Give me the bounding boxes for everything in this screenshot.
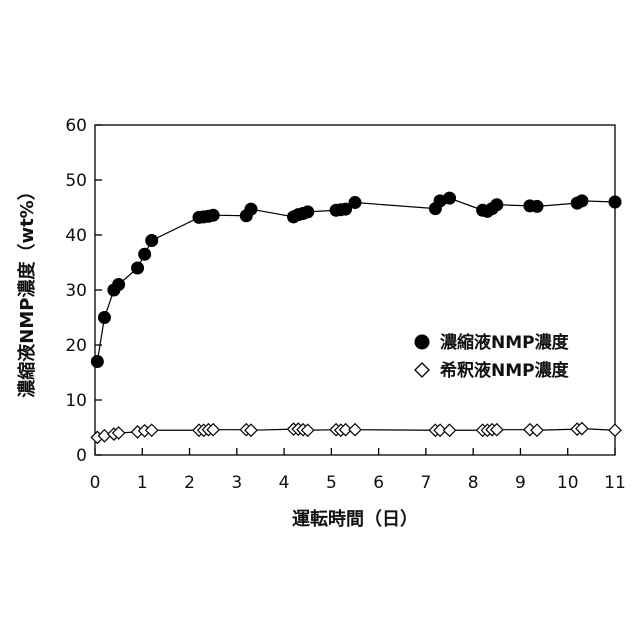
y-tick-label: 10	[65, 391, 87, 411]
legend-marker-dilute	[415, 363, 429, 377]
y-tick-label: 0	[76, 446, 87, 466]
data-point-concentrate	[443, 192, 456, 205]
data-point-concentrate	[145, 234, 158, 247]
x-tick-label: 0	[90, 473, 101, 493]
data-point-concentrate	[91, 355, 104, 368]
data-point-concentrate	[349, 196, 362, 209]
x-tick-label: 7	[420, 473, 431, 493]
data-point-concentrate	[131, 262, 144, 275]
y-tick-label: 50	[65, 171, 87, 191]
data-point-concentrate	[490, 198, 503, 211]
x-tick-label: 3	[231, 473, 242, 493]
x-tick-label: 5	[326, 473, 337, 493]
plot-area	[95, 125, 615, 455]
x-tick-label: 9	[515, 473, 526, 493]
data-point-dilute	[609, 424, 621, 436]
legend-label: 希釈液NMP濃度	[440, 360, 570, 381]
data-point-concentrate	[301, 205, 314, 218]
legend-label: 濃縮液NMP濃度	[440, 332, 570, 353]
data-point-concentrate	[112, 278, 125, 291]
y-tick-label: 30	[65, 281, 87, 301]
data-point-concentrate	[609, 196, 622, 209]
x-tick-label: 6	[373, 473, 384, 493]
series-layer	[91, 192, 622, 444]
data-point-concentrate	[138, 248, 151, 261]
data-point-concentrate	[98, 311, 111, 324]
data-point-dilute	[349, 424, 361, 436]
y-axis-title: 濃縮液NMP濃度（wt%）	[16, 182, 38, 397]
x-axis-title: 運転時間（日）	[292, 508, 418, 530]
data-point-dilute	[444, 424, 456, 436]
x-tick-label: 1	[137, 473, 148, 493]
x-tick-label: 4	[279, 473, 290, 493]
x-tick-label: 11	[604, 473, 626, 493]
data-point-concentrate	[575, 194, 588, 207]
legend: 濃縮液NMP濃度希釈液NMP濃度	[415, 332, 570, 381]
y-axis-ticks: 0 10 20 30 40 50 60	[65, 116, 102, 466]
data-point-concentrate	[245, 203, 258, 216]
y-tick-label: 40	[65, 226, 87, 246]
x-tick-label: 10	[557, 473, 579, 493]
data-point-concentrate	[207, 209, 220, 222]
legend-marker-concentrate	[415, 335, 430, 350]
y-tick-label: 20	[65, 336, 87, 356]
data-point-concentrate	[531, 200, 544, 213]
x-tick-label: 8	[468, 473, 479, 493]
y-tick-label: 60	[65, 116, 87, 136]
plot-frame	[95, 125, 615, 455]
x-tick-label: 2	[184, 473, 195, 493]
